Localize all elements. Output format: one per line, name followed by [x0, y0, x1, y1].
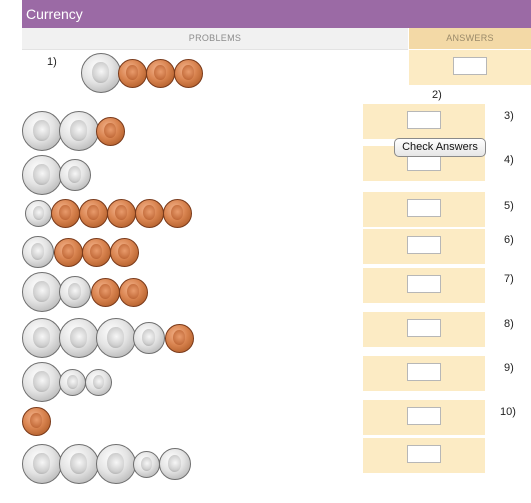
penny-coin-icon — [54, 237, 83, 267]
nickel-coin-icon — [59, 276, 91, 308]
coin-portrait — [92, 62, 109, 83]
question-number: 3) — [504, 110, 514, 122]
coin-portrait — [90, 244, 103, 260]
quarter-coin-icon — [22, 155, 62, 195]
answer-input-1[interactable] — [453, 57, 487, 75]
nickel-coin-icon — [159, 448, 191, 480]
penny-coin-icon — [96, 116, 125, 146]
dime-coin-icon — [85, 368, 112, 396]
coin-portrait — [173, 330, 186, 346]
coin-portrait — [107, 453, 124, 474]
coin-portrait — [70, 453, 87, 474]
penny-coin-icon — [146, 58, 175, 88]
penny-coin-icon — [118, 58, 147, 88]
quarter-coin-icon — [96, 444, 136, 484]
quarter-coin-icon — [59, 111, 99, 151]
penny-coin-icon — [51, 198, 80, 228]
coin-portrait — [68, 283, 82, 301]
coin-portrait — [33, 164, 50, 185]
penny-coin-icon — [119, 277, 148, 307]
penny-coin-icon — [163, 198, 192, 228]
answer-input-3[interactable] — [407, 153, 441, 171]
coin-portrait — [87, 205, 100, 221]
dime-coin-icon — [133, 450, 160, 478]
coin-portrait — [68, 166, 82, 184]
quarter-coin-icon — [22, 318, 62, 358]
question-number: 8) — [504, 318, 514, 330]
quarter-coin-icon — [59, 318, 99, 358]
coin-portrait — [99, 284, 112, 300]
question-number: 1) — [47, 56, 57, 68]
coin-portrait — [70, 120, 87, 141]
coin-portrait — [104, 123, 117, 139]
coin-portrait — [168, 455, 182, 473]
answer-input-5[interactable] — [407, 236, 441, 254]
coin-portrait — [127, 284, 140, 300]
answer-input-9[interactable] — [407, 407, 441, 425]
nickel-coin-icon — [59, 159, 91, 191]
nickel-coin-icon — [22, 236, 54, 268]
answer-input-4[interactable] — [407, 199, 441, 217]
penny-coin-icon — [174, 58, 203, 88]
quarter-coin-icon — [22, 444, 62, 484]
coin-portrait — [33, 120, 50, 141]
coin-portrait — [59, 205, 72, 221]
penny-coin-icon — [82, 237, 111, 267]
coin-portrait — [107, 327, 124, 348]
coin-portrait — [66, 374, 79, 389]
coin-portrait — [33, 327, 50, 348]
coin-portrait — [33, 371, 50, 392]
question-number: 7) — [504, 273, 514, 285]
nickel-coin-icon — [133, 322, 165, 354]
question-number: 10) — [500, 406, 516, 418]
question-number: 6) — [504, 234, 514, 246]
penny-coin-icon — [135, 198, 164, 228]
coin-portrait — [31, 243, 45, 261]
check-answers-button[interactable]: Check Answers — [394, 138, 486, 157]
coin-portrait — [126, 65, 139, 81]
quarter-coin-icon — [59, 444, 99, 484]
quarter-coin-icon — [96, 318, 136, 358]
dime-coin-icon — [59, 368, 86, 396]
penny-coin-icon — [107, 198, 136, 228]
answer-input-2[interactable] — [407, 111, 441, 129]
coin-portrait — [115, 205, 128, 221]
page-title: Currency — [22, 0, 531, 28]
question-number: 5) — [504, 200, 514, 212]
penny-coin-icon — [110, 237, 139, 267]
answers-column-header: ANSWERS — [409, 28, 531, 49]
coin-portrait — [142, 329, 156, 347]
coin-portrait — [171, 205, 184, 221]
penny-coin-icon — [79, 198, 108, 228]
coin-portrait — [140, 456, 153, 471]
quarter-coin-icon — [22, 362, 62, 402]
answer-input-8[interactable] — [407, 363, 441, 381]
answer-input-10[interactable] — [407, 445, 441, 463]
coin-portrait — [33, 281, 50, 302]
coin-portrait — [33, 453, 50, 474]
quarter-coin-icon — [81, 53, 121, 93]
coin-portrait — [92, 374, 105, 389]
question-number: 9) — [504, 362, 514, 374]
answer-input-7[interactable] — [407, 319, 441, 337]
coin-portrait — [32, 205, 45, 220]
coin-portrait — [154, 65, 167, 81]
coin-portrait — [118, 244, 131, 260]
question-number: 2) — [432, 89, 442, 101]
answer-input-6[interactable] — [407, 275, 441, 293]
dime-coin-icon — [25, 199, 52, 227]
coin-portrait — [143, 205, 156, 221]
penny-coin-icon — [165, 323, 194, 353]
coin-portrait — [62, 244, 75, 260]
problems-column-header: PROBLEMS — [22, 28, 408, 50]
penny-coin-icon — [22, 406, 51, 436]
coin-portrait — [70, 327, 87, 348]
quarter-coin-icon — [22, 272, 62, 312]
coin-portrait — [182, 65, 195, 81]
question-number: 4) — [504, 154, 514, 166]
penny-coin-icon — [91, 277, 120, 307]
quarter-coin-icon — [22, 111, 62, 151]
coin-portrait — [30, 413, 43, 429]
